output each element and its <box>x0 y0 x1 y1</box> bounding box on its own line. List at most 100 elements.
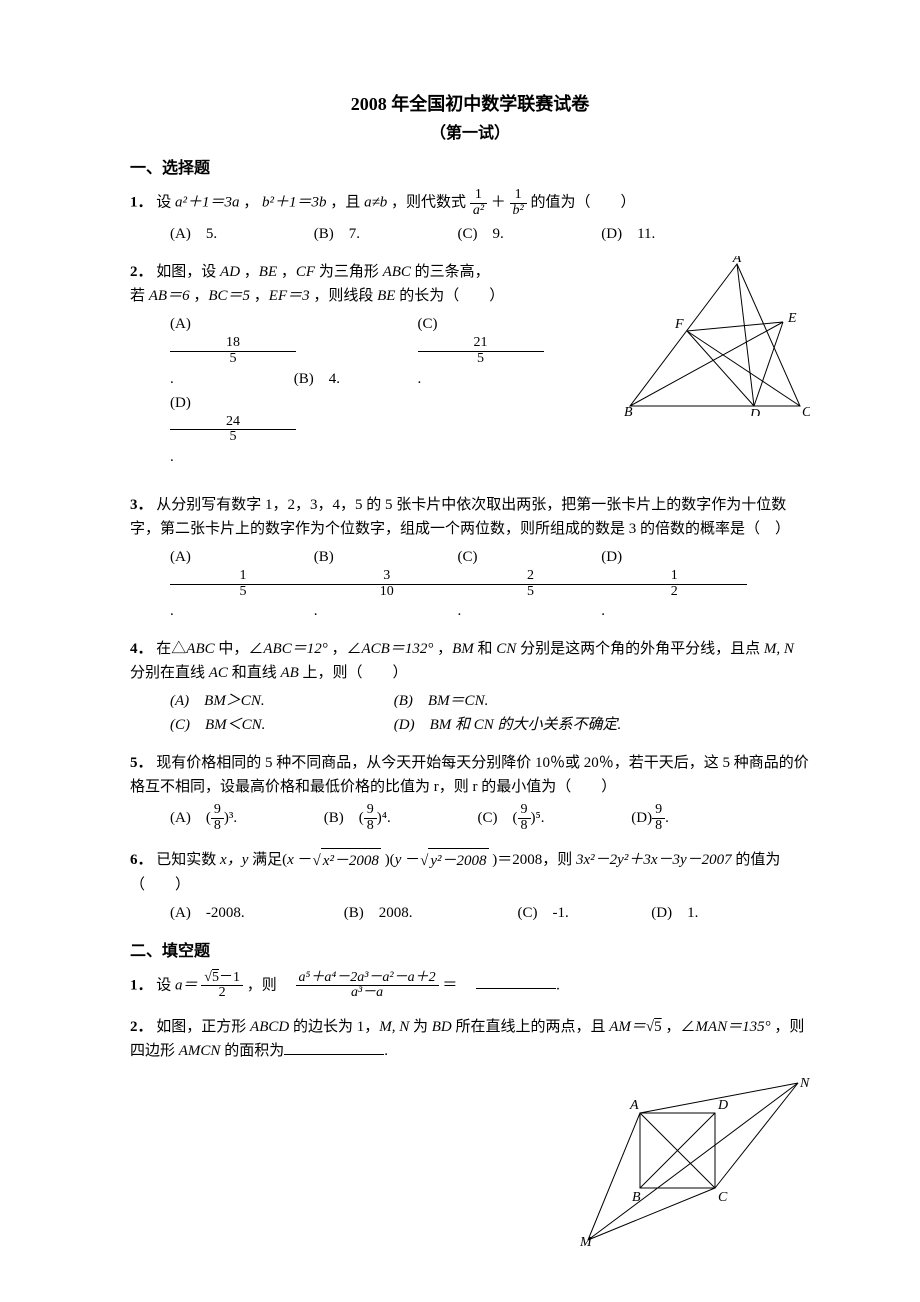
q3c-pre: (C) <box>458 545 598 569</box>
q1-num: 1． <box>130 195 153 211</box>
f1-expr: a⁵＋a⁴－2a³－a²－a＋2 a³－a <box>296 971 439 1001</box>
q1-t2: ，且 <box>330 195 364 211</box>
q4-opt-a: (A) BM＞CN. <box>170 689 390 713</box>
f1-a: a＝ <box>175 977 198 993</box>
q2-ABC: ABC <box>383 264 411 280</box>
q6-opt-c: (C) -1. <box>518 901 648 925</box>
q5a-suf: )³. <box>224 806 237 830</box>
q3-text: 从分别写有数字 1，2，3，4，5 的 5 张卡片中依次取出两张，把第一张卡片上… <box>130 497 790 537</box>
q6-r1: x²－2008 <box>321 848 381 873</box>
q3b-n: 3 <box>314 569 460 585</box>
q6-sqrt2: √y²－2008 <box>420 848 488 873</box>
q1-f1d: a² <box>470 204 487 219</box>
q1-f1n: 1 <box>470 188 487 204</box>
lbl-E: E <box>787 311 797 326</box>
q1-opt-d: (D) 11. <box>601 222 741 246</box>
q3a-d: 5 <box>170 585 316 600</box>
q1-plus: ＋ <box>491 195 506 211</box>
q3a-n: 1 <box>170 569 316 585</box>
q3a-pre: (A) <box>170 545 310 569</box>
q6-sqrt1: √x²－2008 <box>313 848 381 873</box>
q2-t1d: 为三角形 <box>319 264 383 280</box>
q6-opt-d: (D) 1. <box>651 901 698 925</box>
q6-options: (A) -2008. (B) 2008. (C) -1. (D) 1. <box>130 901 810 925</box>
q2-t2e: 的长为（ ） <box>399 288 504 304</box>
q2-num: 2． <box>130 264 153 280</box>
f2-BD: BD <box>432 1019 452 1035</box>
q3-opt-c: (C) 25. <box>458 545 598 623</box>
q1-ab: a≠b <box>364 195 387 211</box>
q4-t9: 上，则（ ） <box>303 665 408 681</box>
f2-t4: 所在直线上的两点，且 <box>455 1019 609 1035</box>
q1-frac1: 1a² <box>470 188 487 218</box>
q4-options: (A) BM＞CN. (B) BM＝CN. (C) BM＜CN. (D) BM … <box>130 689 810 737</box>
q4-opt-d: (D) BM 和 CN 的大小关系不确定. <box>394 713 622 737</box>
q4-v2: ACB＝132° <box>362 641 434 657</box>
q6-t4: )( <box>385 852 395 868</box>
f2-t2: 的边长为 1， <box>293 1019 379 1035</box>
q2a-suf: . <box>170 367 290 391</box>
q2-opt-a: (A) 185. <box>170 312 290 390</box>
q4-BM: BM <box>452 641 474 657</box>
q1-f2n: 1 <box>510 188 527 204</box>
q2-AB6: AB＝6 <box>149 288 190 304</box>
q3c-d: 5 <box>458 585 604 600</box>
q1-f2d: b² <box>510 204 527 219</box>
q4-AB: AB <box>280 665 298 681</box>
section-1-heading: 一、选择题 <box>130 156 810 182</box>
q5-opt-a: (A) (98)³. <box>170 803 320 833</box>
fill-2: 2． 如图，正方形 ABCD 的边长为 1，M, N 为 BD 所在直线上的两点… <box>130 1015 810 1063</box>
q2d-n: 24 <box>170 415 296 431</box>
q1-c1: ， <box>243 195 258 211</box>
q5c-pre: (C) ( <box>478 806 518 830</box>
q5-num: 5． <box>130 755 153 771</box>
q1-t4: 的值为（ ） <box>530 195 635 211</box>
f2-num: 2． <box>130 1019 153 1035</box>
q4-t3: ，∠ <box>331 641 361 657</box>
q1-text: 设 <box>156 195 175 211</box>
q2-t2c: ， <box>254 288 269 304</box>
q1-frac2: 1b² <box>510 188 527 218</box>
question-1: 1． 设 a²＋1＝3a ， b²＋1＝3b ，且 a≠b ，则代数式 1a² … <box>130 188 810 218</box>
f1-nn: 5 <box>212 970 219 985</box>
q2-BE: BE <box>259 264 277 280</box>
q5d-d: 8 <box>652 819 665 834</box>
q5b-pre: (B) ( <box>324 806 364 830</box>
f1-t3: ＝ <box>442 977 472 993</box>
q4-t6: 分别是这两个角的外角平分线，且点 <box>520 641 764 657</box>
q1-opt-b: (B) 7. <box>314 222 454 246</box>
f2-AMCN: AMCN <box>179 1043 221 1059</box>
q2-opt-b: (B) 4. <box>294 367 414 391</box>
q5-opt-d: (D) 98. <box>631 803 669 833</box>
q4-num: 4． <box>130 641 153 657</box>
q5-opt-b: (B) (98)⁴. <box>324 803 474 833</box>
f2-t1: 如图，正方形 <box>156 1019 250 1035</box>
q2d-d: 5 <box>170 430 296 445</box>
q4-t1: 在△ <box>156 641 186 657</box>
q4-t7: 分别在直线 <box>130 665 209 681</box>
section-2-heading: 二、填空题 <box>130 939 810 965</box>
q5-text: 现有价格相同的 5 种不同商品，从今天开始每天分别降价 10％或 20％，若干天… <box>130 755 809 795</box>
f2-ABCD: ABCD <box>250 1019 289 1035</box>
q2-BE2: BE <box>377 288 395 304</box>
question-3: 3． 从分别写有数字 1，2，3，4，5 的 5 张卡片中依次取出两张，把第一张… <box>130 493 810 541</box>
q3-opt-d: (D) 12. <box>601 545 741 623</box>
q2a-pre: (A) <box>170 312 290 336</box>
f2-figure: A D B C M N <box>580 1073 810 1256</box>
f2-t5: ，∠ <box>665 1019 695 1035</box>
q6-t3: － <box>298 852 313 868</box>
q5c-n: 9 <box>518 803 531 819</box>
lbl-A: A <box>732 256 742 266</box>
f1-afrac: √5－1 2 <box>201 971 243 1001</box>
question-6: 6． 已知实数 x，y 满足(x －√x²－2008 )(y －√y²－2008… <box>130 848 810 897</box>
q1-eq1: a²＋1＝3a <box>175 195 240 211</box>
q2d-pre: (D) <box>170 391 290 415</box>
q5b-suf: )⁴. <box>377 806 391 830</box>
q5a-n: 9 <box>211 803 224 819</box>
q1-opt-c: (C) 9. <box>458 222 598 246</box>
q6-t5: － <box>405 852 420 868</box>
f1-num: 1． <box>130 977 153 993</box>
q6-xy: x，y <box>220 852 248 868</box>
q5c-d: 8 <box>518 819 531 834</box>
page-title: 2008 年全国初中数学联赛试卷 <box>130 90 810 119</box>
